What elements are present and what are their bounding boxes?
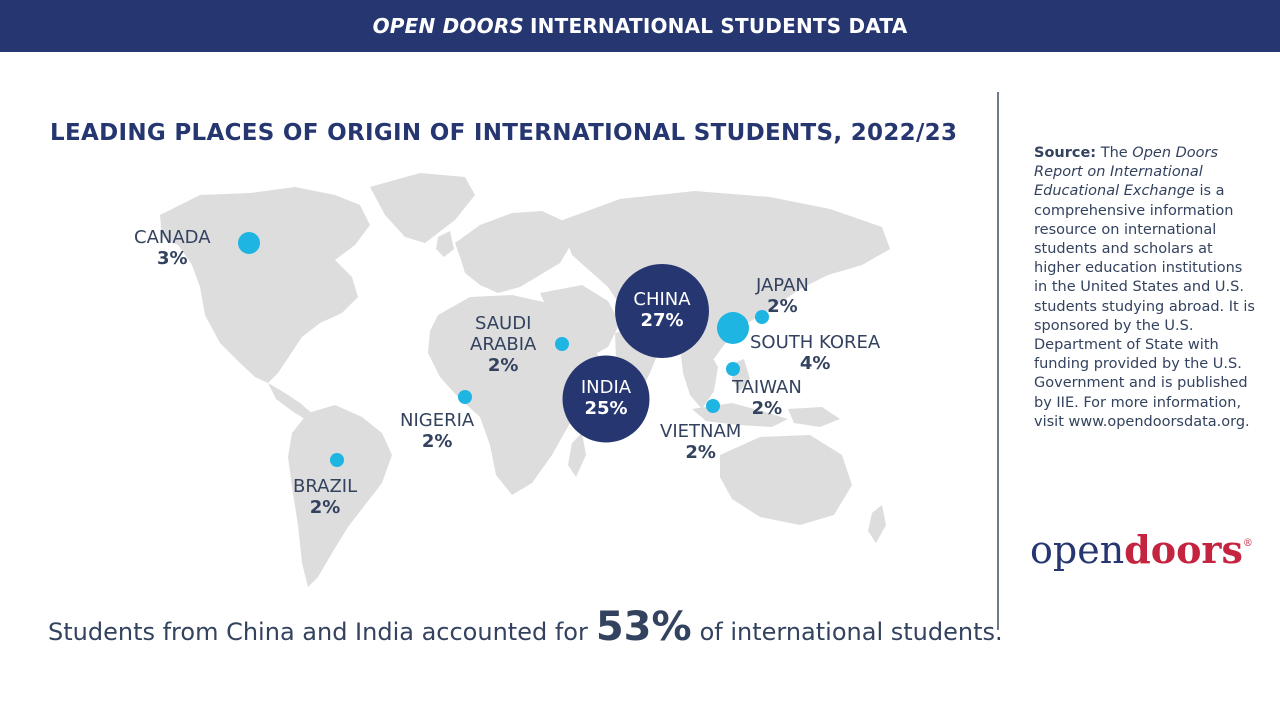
north-america-shape	[160, 187, 370, 383]
label-vietnam: VIETNAM 2%	[660, 421, 742, 463]
summary-statement: Students from China and India accounted …	[48, 604, 1003, 650]
southeast-asia-shape	[680, 345, 718, 409]
label-south-korea: SOUTH KOREA 4%	[750, 332, 881, 374]
japan-shape	[752, 273, 780, 317]
bubble-canada	[238, 232, 260, 254]
europe-shape	[455, 211, 572, 293]
bubble-china	[615, 264, 709, 358]
middle-east-shape	[540, 285, 620, 359]
label-japan: JAPAN 2%	[756, 275, 809, 317]
source-report-title: Open Doors Report on International Educa…	[1034, 145, 1219, 200]
registered-mark-icon: ®	[1242, 538, 1253, 549]
source-text-1: The	[1100, 145, 1128, 161]
label-saudi-arabia: SAUDI ARABIA 2%	[470, 313, 537, 376]
uk-shape	[436, 231, 454, 257]
bubble-japan	[755, 310, 769, 324]
asia-shape	[560, 191, 890, 367]
source-note: Source: The Open Doors Report on Interna…	[1034, 144, 1256, 432]
label-brazil: BRAZIL 2%	[293, 476, 358, 518]
label-india: INDIA 25%	[580, 377, 632, 419]
summary-highlight: 53%	[595, 604, 692, 650]
bubble-south-korea	[717, 312, 749, 344]
source-text-2: is a comprehensive information resource …	[1034, 183, 1255, 430]
south-america-shape	[288, 405, 392, 587]
banner-brand: OPEN DOORS	[372, 14, 525, 38]
bubble-vietnam	[706, 399, 720, 413]
summary-before: Students from China and India accounted …	[48, 618, 588, 646]
world-map: CANADA 3% JAPAN 2% SAUDI ARABIA 2% SOUTH…	[120, 165, 920, 605]
world-map-land	[160, 173, 890, 587]
opendoors-logo: opendoors®	[1030, 522, 1253, 578]
logo-open: open	[1030, 528, 1125, 572]
bubble-nigeria	[458, 390, 472, 404]
madagascar-shape	[568, 433, 586, 477]
banner-text: INTERNATIONAL STUDENTS DATA	[530, 14, 908, 38]
new-zealand-shape	[868, 505, 886, 543]
bubble-india	[562, 355, 650, 443]
map-title: LEADING PLACES OF ORIGIN OF INTERNATIONA…	[50, 120, 958, 146]
greenland-shape	[370, 173, 475, 243]
bubble-taiwan	[726, 362, 740, 376]
vertical-divider	[997, 92, 999, 630]
bubble-brazil	[330, 453, 344, 467]
label-canada: CANADA 3%	[134, 227, 211, 269]
logo-doors: doors	[1124, 527, 1243, 572]
label-nigeria: NIGERIA 2%	[400, 410, 475, 452]
new-guinea-shape	[788, 407, 840, 427]
source-label: Source:	[1034, 145, 1097, 161]
summary-after: of international students.	[699, 618, 1003, 646]
label-china: CHINA 27%	[633, 289, 691, 331]
header-banner: OPEN DOORS INTERNATIONAL STUDENTS DATA	[0, 0, 1280, 52]
label-taiwan: TAIWAN 2%	[732, 377, 802, 419]
australia-shape	[720, 435, 852, 525]
bubble-saudi-arabia	[555, 337, 569, 351]
central-america-shape	[268, 383, 314, 421]
